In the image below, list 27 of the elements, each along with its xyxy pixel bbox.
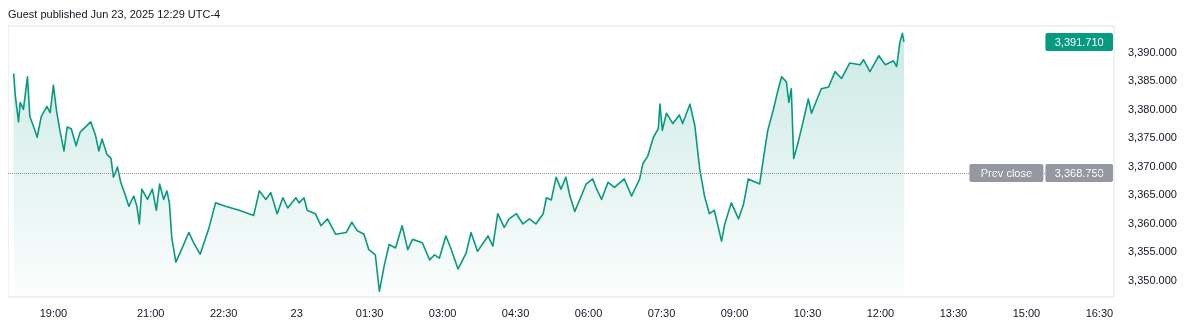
y-tick-label: 3,370.000	[1128, 159, 1177, 172]
x-tick-label: 07:30	[647, 306, 676, 319]
annotation: 3,391.710	[1054, 35, 1104, 48]
text: Guest published Jun 23, 2025 12:29 UTC-4	[8, 7, 221, 20]
annotation: 3,368.750	[1054, 166, 1104, 179]
x-tick-label: 13:30	[939, 306, 968, 319]
x-tick-label: 01:30	[355, 306, 384, 319]
x-tick-label: 10:30	[793, 306, 822, 319]
y-tick-label: 3,390.000	[1128, 45, 1177, 58]
x-tick-label: 03:00	[428, 306, 457, 319]
x-tick-label: 04:30	[501, 306, 530, 319]
y-tick-label: 3,365.000	[1128, 188, 1177, 201]
x-tick-label: 09:00	[720, 306, 749, 319]
x-tick-label: 12:00	[866, 306, 895, 319]
y-tick-label: 3,385.000	[1128, 74, 1177, 87]
x-tick-label: 06:00	[574, 306, 603, 319]
x-tick-label: 16:30	[1085, 306, 1114, 319]
y-tick-label: 3,380.000	[1128, 102, 1177, 115]
y-tick-label: 3,350.000	[1128, 273, 1177, 286]
y-tick-label: 3,360.000	[1128, 216, 1177, 229]
x-tick-label: 22:30	[209, 306, 238, 319]
x-tick-label: 21:00	[136, 306, 165, 319]
y-tick-label: 3,375.000	[1128, 131, 1177, 144]
x-tick-label: 19:00	[39, 306, 68, 319]
x-tick-label: 23	[290, 306, 303, 319]
x-tick-label: 15:00	[1012, 306, 1041, 319]
y-tick-label: 3,355.000	[1128, 245, 1177, 258]
